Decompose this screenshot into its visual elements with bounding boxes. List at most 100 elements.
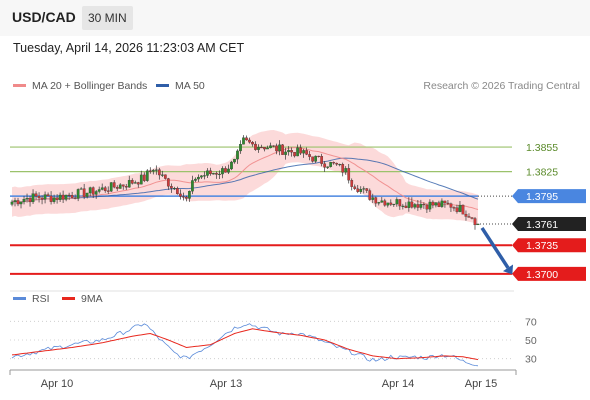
ma20-legend-label: MA 20 + Bollinger Bands: [32, 80, 148, 92]
candle-body: [221, 168, 224, 175]
candle-body: [227, 168, 230, 173]
candle-body: [179, 193, 182, 197]
candle-body: [461, 204, 465, 215]
candle-body: [431, 201, 435, 206]
pivot-label-bg: [512, 189, 586, 204]
rsi-9ma-line: [11, 328, 479, 361]
candle-body: [157, 169, 161, 176]
candle-body: [476, 223, 480, 226]
candle-body: [91, 187, 95, 195]
candle-body: [344, 168, 348, 173]
candle-body: [254, 143, 257, 150]
candle-body: [115, 186, 119, 189]
candle-body: [311, 156, 314, 162]
legend-ma20: MA 20 + Bollinger Bands: [13, 80, 147, 92]
candle-body: [233, 158, 236, 163]
candle-body: [452, 207, 456, 209]
legend-rsi: RSI: [13, 293, 50, 305]
symbol-label: USD/CAD: [12, 9, 76, 25]
candle-body: [353, 186, 357, 189]
candle-body: [266, 147, 269, 150]
candle-body: [287, 150, 290, 153]
candle-body: [440, 200, 444, 207]
candle-body: [139, 174, 143, 185]
candle-body: [88, 187, 92, 194]
candle-body: [34, 193, 38, 197]
bollinger-band: [12, 130, 478, 225]
candle-body: [347, 168, 351, 181]
candle-body: [127, 180, 131, 188]
candle-body: [464, 213, 468, 217]
candle-body: [188, 190, 191, 199]
candle-body: [374, 197, 378, 204]
candle-body: [142, 174, 146, 181]
candle-body: [106, 190, 110, 192]
candle-body: [212, 173, 215, 175]
support-label-1-bg: [512, 238, 586, 253]
candle-body: [70, 195, 74, 198]
chart-header: USD/CAD 30 MIN: [0, 0, 590, 36]
candle-body: [395, 199, 399, 205]
candle-body: [251, 141, 254, 145]
timestamp: Tuesday, April 14, 2026 11:23:03 AM CET: [13, 41, 245, 55]
projection-arrow-shaft: [480, 226, 510, 269]
candle-body: [392, 203, 396, 206]
timeframe-button[interactable]: 30 MIN: [82, 6, 133, 30]
ma50-line: [11, 157, 479, 203]
candle-body: [278, 144, 281, 152]
candle-body: [239, 144, 242, 152]
candle-body: [94, 191, 98, 195]
candle-body: [25, 197, 29, 200]
candle-body: [326, 166, 330, 168]
candle-body: [145, 170, 149, 181]
candle-body: [371, 197, 375, 200]
candle-body: [293, 151, 296, 157]
candle-body: [359, 189, 363, 192]
candle-body: [398, 199, 402, 207]
candle-body: [52, 197, 56, 202]
candle-body: [458, 204, 462, 212]
candle-body: [308, 154, 311, 157]
candle-body: [58, 194, 62, 200]
candle-body: [407, 201, 411, 208]
candle-body: [245, 137, 248, 141]
candle-body: [386, 202, 390, 206]
candle-body: [389, 202, 393, 205]
rsi-swatch: [13, 296, 26, 300]
candle-body: [61, 194, 65, 200]
candle-body: [209, 170, 212, 175]
last-price-label: 1.3761: [526, 219, 558, 231]
candle-body: [404, 205, 408, 208]
pivot-label: 1.3795: [526, 191, 558, 203]
candle-body: [257, 147, 260, 150]
candle-body: [200, 175, 203, 178]
candle-body: [109, 182, 113, 192]
legend-ma50: MA 50: [156, 80, 205, 92]
candle-body: [19, 201, 23, 205]
candle-body: [206, 170, 209, 176]
candle-body: [446, 202, 450, 204]
x-label-apr-15: Apr 15: [465, 378, 497, 390]
candle-body: [82, 188, 86, 197]
candle-body: [203, 175, 206, 177]
support-label-2: 1.3700: [526, 269, 558, 281]
candle-body: [473, 218, 477, 226]
candle-body: [437, 202, 441, 207]
ma50-legend-label: MA 50: [175, 80, 205, 92]
candle-body: [272, 145, 275, 147]
candle-body: [13, 200, 17, 203]
candle-body: [425, 204, 429, 210]
candle-body: [73, 197, 77, 199]
candle-body: [185, 196, 188, 199]
rsi-tick-50: 50: [525, 335, 537, 347]
candle-body: [130, 180, 134, 184]
candle-body: [284, 151, 287, 155]
candle-body: [275, 145, 278, 152]
last-price-label-bg: [512, 216, 586, 231]
resistance-label-2: 1.3825: [526, 167, 558, 179]
candle-body: [103, 187, 107, 191]
ma20-line: [11, 146, 479, 210]
research-credit: Research © 2026 Trading Central: [423, 80, 580, 92]
rsi-tick-30: 30: [525, 354, 537, 366]
